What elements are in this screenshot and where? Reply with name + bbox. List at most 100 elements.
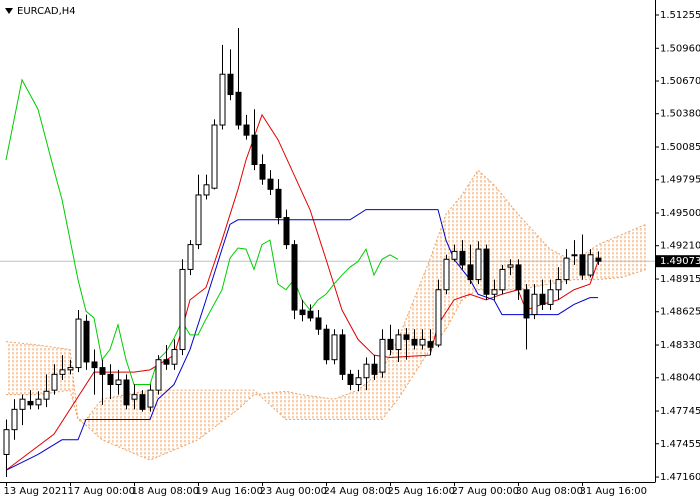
candle-body xyxy=(123,379,130,406)
candle-body xyxy=(291,244,298,311)
y-tick-label: 1.48915 xyxy=(660,274,700,285)
y-tick-label: 1.49795 xyxy=(660,175,700,186)
candle-body xyxy=(115,379,122,386)
candle-body xyxy=(459,250,466,266)
y-tick-label: 1.47745 xyxy=(660,406,700,417)
candle-body xyxy=(555,279,562,291)
candle-body xyxy=(443,258,450,291)
candle-body xyxy=(195,194,202,246)
candle-body xyxy=(539,293,546,305)
candle-body xyxy=(515,264,522,291)
candle-body xyxy=(403,334,410,340)
last-price-box xyxy=(656,255,700,268)
candle-body xyxy=(187,244,194,270)
candle-body xyxy=(395,334,402,351)
candle-body xyxy=(419,338,426,346)
candle-body xyxy=(147,389,154,408)
indicator-line xyxy=(5,209,598,471)
candle-body xyxy=(35,398,42,406)
candle-body xyxy=(27,400,34,406)
y-tick-label: 1.50670 xyxy=(660,76,700,87)
candle-body xyxy=(307,310,314,319)
candle-body xyxy=(299,309,306,316)
x-tick-label: 31 Aug 16:00 xyxy=(580,486,647,497)
x-tick-label: 25 Aug 16:00 xyxy=(388,486,455,497)
candle-body xyxy=(75,318,82,369)
candle-body xyxy=(107,373,114,386)
last-price-label: 1.49073 xyxy=(660,256,700,267)
candle-body xyxy=(571,254,578,257)
y-tick-label: 1.51255 xyxy=(660,10,700,21)
candle-body xyxy=(547,289,554,305)
y-tick-label: 1.49210 xyxy=(660,241,700,252)
candle-body xyxy=(467,264,474,281)
menu-arrow[interactable] xyxy=(5,8,13,14)
candle-body xyxy=(99,367,106,375)
y-tick-label: 1.47160 xyxy=(660,472,700,483)
candle-body xyxy=(363,363,370,379)
cloud-edge xyxy=(6,268,647,420)
candle-body xyxy=(83,320,90,363)
candle-body xyxy=(339,334,346,375)
x-tick-label: 18 Aug 08:00 xyxy=(132,486,199,497)
candle-body xyxy=(251,134,258,166)
candle-body xyxy=(483,248,490,295)
candle-body xyxy=(19,398,26,410)
candle-body xyxy=(435,289,442,346)
x-tick-label: 27 Aug 00:00 xyxy=(452,486,519,497)
indicator-line xyxy=(5,78,399,386)
candle-body xyxy=(203,184,210,196)
candle-body xyxy=(275,188,282,219)
candle-body xyxy=(219,73,226,126)
x-tick-label: 13 Aug 2021 xyxy=(4,486,68,497)
y-tick-label: 1.48330 xyxy=(660,340,700,351)
candle-body xyxy=(171,349,178,365)
candle-body xyxy=(91,361,98,369)
chart-title: EURCAD,H4 xyxy=(17,6,76,17)
candle-body xyxy=(531,293,538,316)
x-tick-label: 17 Aug 00:00 xyxy=(68,486,135,497)
y-tick-label: 1.50960 xyxy=(660,43,700,54)
candle-body xyxy=(235,91,242,126)
candle-body xyxy=(507,264,514,268)
candle-body xyxy=(267,178,274,190)
candle-body xyxy=(523,289,530,319)
candle-body xyxy=(595,257,602,262)
y-tick-label: 1.50085 xyxy=(660,142,700,153)
candle-body xyxy=(411,338,418,346)
candle-body xyxy=(499,268,506,291)
candle-body xyxy=(259,164,266,180)
x-tick-label: 24 Aug 08:00 xyxy=(324,486,391,497)
candle-body xyxy=(379,338,386,373)
x-tick-label: 19 Aug 16:00 xyxy=(196,486,263,497)
candle-body xyxy=(11,408,18,431)
candle-body xyxy=(179,268,186,351)
candle-body xyxy=(59,369,66,375)
x-tick-label: 30 Aug 08:00 xyxy=(516,486,583,497)
candle-body xyxy=(283,217,290,246)
candle-body xyxy=(579,254,586,276)
candle-body xyxy=(315,317,322,330)
candle-body xyxy=(331,334,338,361)
candle-body xyxy=(475,248,482,281)
y-tick-label: 1.50380 xyxy=(660,109,700,120)
candle-body xyxy=(563,257,570,281)
candle-body xyxy=(131,394,138,400)
candle-body xyxy=(211,124,218,189)
y-tick-label: 1.47455 xyxy=(660,439,700,450)
candle-body xyxy=(43,390,50,400)
candle-body xyxy=(163,359,170,365)
x-tick-label: 23 Aug 00:00 xyxy=(260,486,327,497)
plot-area xyxy=(0,27,655,478)
candle-body xyxy=(347,373,354,386)
y-tick-label: 1.48625 xyxy=(660,307,700,318)
candle-body xyxy=(155,359,162,391)
candle-body xyxy=(67,367,74,371)
candle-body xyxy=(387,338,394,351)
y-tick-label: 1.49500 xyxy=(660,208,700,219)
candle-body xyxy=(139,394,146,410)
candle-body xyxy=(451,250,458,260)
candle-body xyxy=(371,363,378,375)
